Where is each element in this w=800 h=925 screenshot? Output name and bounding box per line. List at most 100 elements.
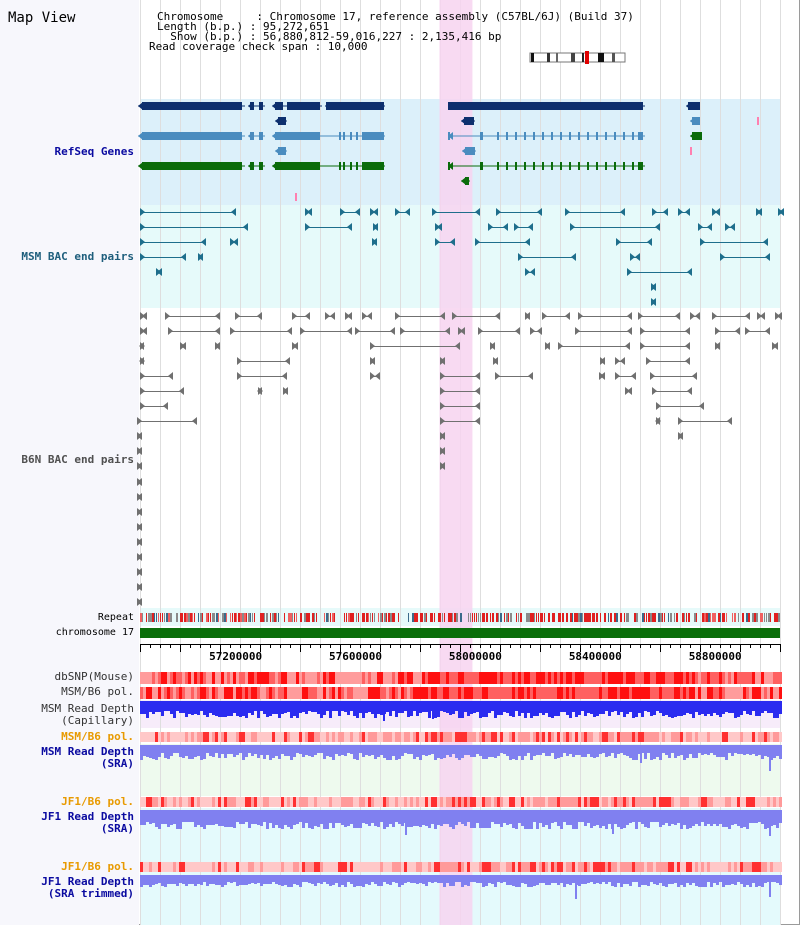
heatmap-cell [512,862,515,872]
heatmap-cell [221,687,224,699]
repeat-element [362,613,364,622]
b6n-bac-pair-end [137,508,142,516]
msm-bac-pair-end [475,208,480,216]
heatmap-cell [536,687,539,699]
msm-bac-pair-end [405,208,410,216]
repeat-element [476,613,477,622]
depth-bar [290,810,293,829]
heatmap-cell [146,862,149,872]
label-jf1-b6-pol-trimmed[interactable]: JF1/B6 pol. [61,860,134,873]
repeat-element [676,613,678,622]
heatmap-cell [215,687,218,699]
heatmap-cell [542,672,545,684]
repeat-element [316,613,317,622]
depth-bar [275,745,278,756]
depth-bar [269,701,272,716]
depth-bar [362,810,365,823]
axis-tick-label: 57200000 [209,650,262,663]
label-msm-depth-capillary[interactable]: MSM Read Depth [41,702,134,715]
heatmap-cell [674,732,677,742]
heatmap-cell [563,862,566,872]
heatmap-cell [548,672,551,684]
label-msm-b6-pol-sra[interactable]: MSM/B6 pol. [61,730,134,743]
heatmap-cell [695,862,698,872]
repeat-element [774,613,776,622]
depth-bar [719,875,722,882]
refseq-gene-exon [569,162,571,170]
msm-bac-pair-end [627,268,632,276]
heatmap-cell [152,687,155,699]
depth-bar [755,810,758,823]
heatmap-cell [392,687,395,699]
heatmap-cell [749,862,752,872]
depth-bar [593,875,596,884]
heatmap-cell [533,672,536,684]
depth-bar [695,810,698,824]
depth-bar [233,810,236,828]
b6n-bac-pair-end [285,357,290,365]
depth-bar [563,745,566,753]
heatmap-cell [446,672,449,684]
b6n-bac-pair-end [395,312,400,320]
depth-bar [143,745,146,756]
heatmap-cell [332,732,335,742]
b6n-bac-pair-end [215,327,220,335]
depth-bar [647,875,650,886]
depth-bar [497,875,500,882]
label-dbsnp[interactable]: dbSNP(Mouse) [54,670,134,683]
heatmap-cell [539,862,542,872]
heatmap-cell [689,732,692,742]
repeat-element [688,613,690,622]
msm-bac-pair-end [496,208,501,216]
b6n-bac-pair-end [347,327,352,335]
label-msm-depth-sra[interactable]: MSM Read Depth [41,745,134,758]
depth-bar [647,701,650,712]
heatmap-cell [374,797,377,807]
repeat-element [470,613,471,622]
heatmap-cell [737,732,740,742]
depth-bar [401,810,404,826]
depth-bar [656,701,659,711]
b6n-bac-pair-end [362,312,367,320]
heatmap-cell [221,672,224,684]
label-jf1-depth-sra[interactable]: JF1 Read Depth [41,810,134,823]
heatmap-cell [395,862,398,872]
heatmap-cell [779,687,782,699]
heatmap-cell [677,797,680,807]
label-msm-b6-pol[interactable]: MSM/B6 pol. [61,685,134,698]
heatmap-cell [707,732,710,742]
depth-bar [494,875,497,887]
heatmap-cell [605,797,608,807]
heatmap-cell [584,862,587,872]
depth-bar [659,810,662,827]
b6n-bac-pair-end [695,312,700,320]
b6n-bac-pair-end [440,372,445,380]
label-jf1-b6-pol[interactable]: JF1/B6 pol. [61,795,134,808]
depth-bar [263,875,266,884]
refseq-gene-exon [142,102,242,110]
label-jf1-depth-trimmed[interactable]: JF1 Read Depth [41,875,134,888]
depth-bar [662,701,665,716]
repeat-element [250,613,251,622]
label-b6n-bac[interactable]: B6N BAC end pairs [21,453,134,466]
b6n-bac-pair-end [575,327,580,335]
heatmap-cell [416,862,419,872]
repeat-element [738,613,739,622]
heatmap-cell [179,732,182,742]
depth-bar [596,745,599,757]
heatmap-cell [422,687,425,699]
heatmap-cell [470,672,473,684]
b6n-bac-pair-end [565,312,570,320]
repeat-element [664,613,665,622]
heatmap-cell [533,687,536,699]
heatmap-cell [593,672,596,684]
heatmap-cell [719,862,722,872]
axis-tick-label: 58000000 [449,650,502,663]
heatmap-cell [653,732,656,742]
label-msm-bac[interactable]: MSM BAC end pairs [21,250,134,263]
label-refseq-genes[interactable]: RefSeq Genes [54,145,134,158]
repeat-element [378,613,379,622]
depth-bar [728,701,731,713]
heatmap-cell [671,687,674,699]
